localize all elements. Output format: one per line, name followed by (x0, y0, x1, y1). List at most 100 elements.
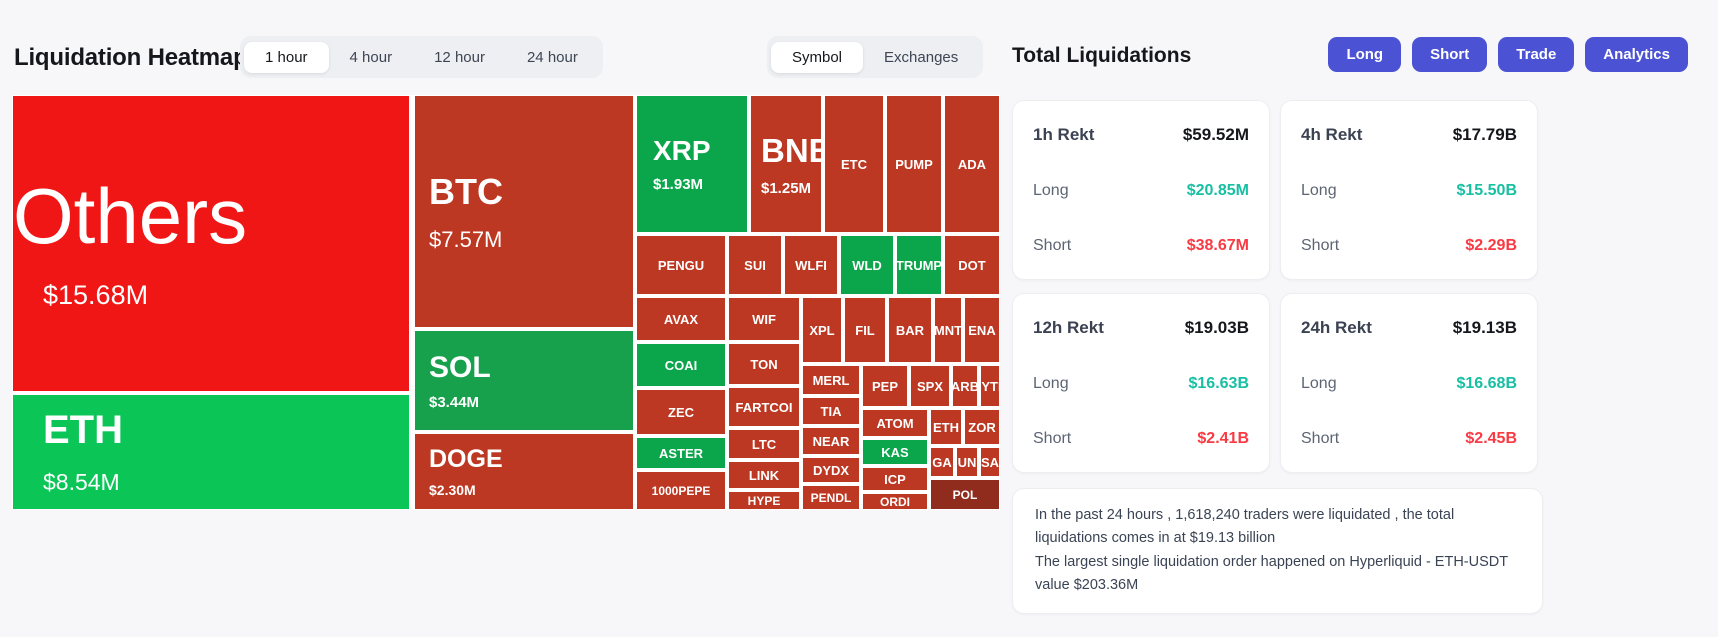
treemap-tile-sa[interactable]: SA (980, 447, 1000, 477)
treemap-tile-wlfi[interactable]: WLFI (784, 235, 838, 295)
treemap-tile-xrp[interactable]: XRP $1.93M (636, 95, 748, 233)
treemap-tile-bnb[interactable]: BNB $1.25M (750, 95, 822, 233)
treemap-tile-xpl[interactable]: XPL (802, 297, 842, 363)
treemap-tile-etc[interactable]: ETC (824, 95, 884, 233)
treemap-tile-ton[interactable]: TON (728, 343, 800, 385)
rekt-card-1h-rekt: 1h Rekt $59.52M Long $20.85M Short $38.67M (1012, 100, 1270, 280)
treemap-tile-pol[interactable]: POL (930, 479, 1000, 510)
treemap-tile-eth[interactable]: ETH (930, 409, 962, 445)
treemap-tile-pep[interactable]: PEP (862, 365, 908, 407)
treemap-tile-avax[interactable]: AVAX (636, 297, 726, 341)
treemap-tile-spx[interactable]: SPX (910, 365, 950, 407)
treemap-tile-link[interactable]: LINK (728, 461, 800, 489)
treemap-tile-ena[interactable]: ENA (964, 297, 1000, 363)
treemap-tile-merl[interactable]: MERL (802, 365, 860, 395)
treemap-tile-wld[interactable]: WLD (840, 235, 894, 295)
tile-symbol: ATOM (876, 415, 914, 431)
treemap-tile-coai[interactable]: COAI (636, 343, 726, 387)
tile-symbol: UN (957, 454, 977, 470)
tile-symbol: BNB (761, 131, 821, 169)
short-label: Short (1033, 430, 1072, 447)
tile-symbol: WIF (752, 311, 776, 327)
tile-symbol: HYPE (747, 493, 781, 508)
treemap-tile-ga[interactable]: GA (930, 447, 954, 477)
time-tab-4-hour[interactable]: 4 hour (349, 48, 393, 66)
card-row: 24h Rekt $19.13B (1301, 318, 1517, 338)
summary-line-1: In the past 24 hours , 1,618,240 traders… (1035, 507, 1455, 547)
card-row: Short $2.41B (1033, 430, 1249, 448)
treemap-tile-others[interactable]: Others $15.68M (12, 95, 410, 392)
treemap-tile-fil[interactable]: FIL (844, 297, 886, 363)
liquidation-treemap: Others $15.68M ETH $8.54M BTC $7.57M SOL $3.44M… (12, 95, 1000, 510)
time-tab-24-hour[interactable]: 24 hour (526, 48, 578, 66)
treemap-tile-tia[interactable]: TIA (802, 397, 860, 425)
tile-symbol: ORDI (880, 494, 910, 509)
tile-symbol: POL (952, 487, 978, 502)
treemap-tile-pump[interactable]: PUMP (886, 95, 942, 233)
treemap-tile-near[interactable]: NEAR (802, 427, 860, 455)
treemap-tile-aster[interactable]: ASTER (636, 437, 726, 469)
tile-symbol: ADA (957, 156, 987, 172)
treemap-tile-1000pepe[interactable]: 1000PEPE (636, 471, 726, 510)
tile-symbol: KAS (881, 444, 909, 460)
tile-value: $1.25M (761, 179, 812, 197)
tile-value: $2.30M (429, 482, 476, 498)
card-title: 4h Rekt (1301, 125, 1363, 144)
treemap-tile-zec[interactable]: ZEC (636, 389, 726, 435)
treemap-tile-dot[interactable]: DOT (944, 235, 1000, 295)
treemap-tile-btc[interactable]: BTC $7.57M (414, 95, 634, 328)
treemap-tile-trump[interactable]: TRUMP (896, 235, 942, 295)
treemap-tile-ordi[interactable]: ORDI (862, 493, 928, 510)
treemap-tile-arb[interactable]: ARB (952, 365, 978, 407)
trade-button[interactable]: Trade (1498, 37, 1575, 72)
treemap-tile-doge[interactable]: DOGE $2.30M (414, 433, 634, 510)
tile-symbol: Others (13, 172, 248, 261)
treemap-tile-pendl[interactable]: PENDL (802, 485, 860, 510)
analytics-button[interactable]: Analytics (1585, 37, 1688, 72)
tile-symbol: SPX (916, 378, 943, 394)
treemap-tile-eth[interactable]: ETH $8.54M (12, 394, 410, 510)
treemap-tile-pengu[interactable]: PENGU (636, 235, 726, 295)
tile-value: $3.44M (429, 393, 480, 411)
tile-symbol: AVAX (663, 311, 699, 327)
long-label: Long (1301, 182, 1337, 199)
treemap-tile-wif[interactable]: WIF (728, 297, 800, 341)
short-button[interactable]: Short (1412, 37, 1488, 72)
treemap-tile-mnt[interactable]: MNT (934, 297, 962, 363)
treemap-tile-bar[interactable]: BAR (888, 297, 932, 363)
long-value: $20.85M (1186, 182, 1249, 199)
treemap-tile-un[interactable]: UN (956, 447, 978, 477)
treemap-tile-sui[interactable]: SUI (728, 235, 782, 295)
view-tab-symbol[interactable]: Symbol (771, 41, 864, 73)
long-label: Long (1301, 375, 1337, 392)
long-label: Long (1033, 182, 1069, 199)
treemap-tile-sol[interactable]: SOL $3.44M (414, 330, 634, 431)
tile-symbol: SUI (744, 257, 766, 273)
treemap-tile-kas[interactable]: KAS (862, 439, 928, 465)
rekt-cards-grid: 1h Rekt $59.52M Long $20.85M Short $38.67M 4h … (1012, 100, 1538, 473)
tile-symbol: MERL (812, 372, 850, 388)
treemap-tile-atom[interactable]: ATOM (862, 409, 928, 437)
tile-symbol: GA (932, 454, 952, 470)
treemap-tile-fartcoi[interactable]: FARTCOI (728, 387, 800, 427)
tile-symbol: PYTH (981, 378, 999, 394)
treemap-tile-hype[interactable]: HYPE (728, 491, 800, 510)
long-value: $16.68B (1456, 375, 1518, 392)
treemap-tile-pyth[interactable]: PYTH (980, 365, 1000, 407)
card-row: Long $15.50B (1301, 182, 1517, 200)
treemap-tile-ltc[interactable]: LTC (728, 429, 800, 459)
tile-symbol: XRP (653, 135, 711, 166)
treemap-tile-ada[interactable]: ADA (944, 95, 1000, 233)
card-title: 1h Rekt (1033, 125, 1095, 144)
tile-symbol: BTC (429, 170, 503, 212)
treemap-tile-zor[interactable]: ZOR (964, 409, 1000, 445)
tile-symbol: ARB (952, 378, 978, 394)
rekt-card-24h-rekt: 24h Rekt $19.13B Long $16.68B Short $2.45B (1280, 293, 1538, 473)
treemap-tile-icp[interactable]: ICP (862, 467, 928, 491)
view-tab-exchanges[interactable]: Exchanges (884, 48, 959, 66)
time-tab-12-hour[interactable]: 12 hour (434, 48, 485, 66)
treemap-tile-dydx[interactable]: DYDX (802, 457, 860, 483)
long-button[interactable]: Long (1328, 37, 1402, 72)
tile-symbol: ETH (43, 408, 123, 452)
time-tab-1-hour[interactable]: 1 hour (244, 41, 329, 73)
